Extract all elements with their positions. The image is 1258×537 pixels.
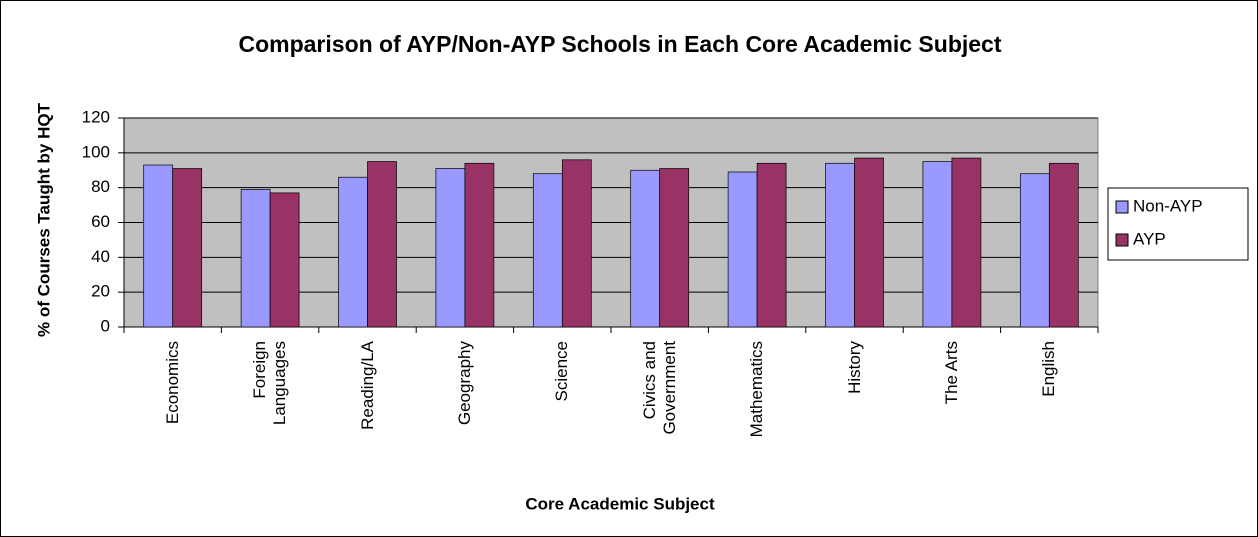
y-tick-label: 20 <box>91 282 110 301</box>
bar <box>630 169 661 328</box>
x-tick-label: Economics <box>162 341 182 425</box>
x-tick-label: Foreign Languages <box>250 341 290 426</box>
bar <box>240 189 271 328</box>
x-tick-label: The Arts <box>941 341 961 405</box>
bar <box>659 168 690 328</box>
legend-swatch <box>1115 200 1129 214</box>
bar <box>367 161 397 328</box>
x-tick-label: Science <box>552 341 572 402</box>
bar <box>338 176 368 328</box>
y-tick-label: 80 <box>91 177 110 196</box>
legend-box <box>1107 187 1249 261</box>
bar <box>951 157 982 328</box>
x-tick-label: Reading/LA <box>357 341 377 430</box>
bar <box>727 171 758 328</box>
bar <box>1019 173 1050 328</box>
bar <box>435 168 466 328</box>
bar <box>854 157 884 328</box>
bar <box>922 161 953 328</box>
y-tick-label: 60 <box>91 212 110 231</box>
bar <box>269 192 300 328</box>
bar <box>756 162 787 328</box>
legend-swatch <box>1115 233 1129 247</box>
bar <box>825 162 855 328</box>
x-tick-label: English <box>1039 341 1059 397</box>
bar <box>143 164 174 328</box>
bar <box>464 162 495 328</box>
x-tick-label: Geography <box>454 341 474 426</box>
x-tick-label: History <box>844 341 864 394</box>
legend-label: Non-AYP <box>1133 196 1203 215</box>
bar <box>1048 162 1079 328</box>
legend-label: AYP <box>1133 229 1166 248</box>
bar <box>561 159 592 328</box>
y-axis-title: % of Courses Taught by HQT <box>34 102 53 337</box>
y-tick-label: 0 <box>101 316 110 335</box>
bar <box>532 173 563 328</box>
x-tick-label: Civics and Government <box>639 341 679 435</box>
y-tick-label: 120 <box>82 107 110 126</box>
y-tick-label: 100 <box>82 142 110 161</box>
chart-title: Comparison of AYP/Non-AYP Schools in Eac… <box>238 31 1001 57</box>
y-tick-label: 40 <box>91 247 110 266</box>
x-tick-label: Mathematics <box>747 341 767 438</box>
bar <box>172 168 203 328</box>
x-axis-title: Core Academic Subject <box>525 494 715 513</box>
